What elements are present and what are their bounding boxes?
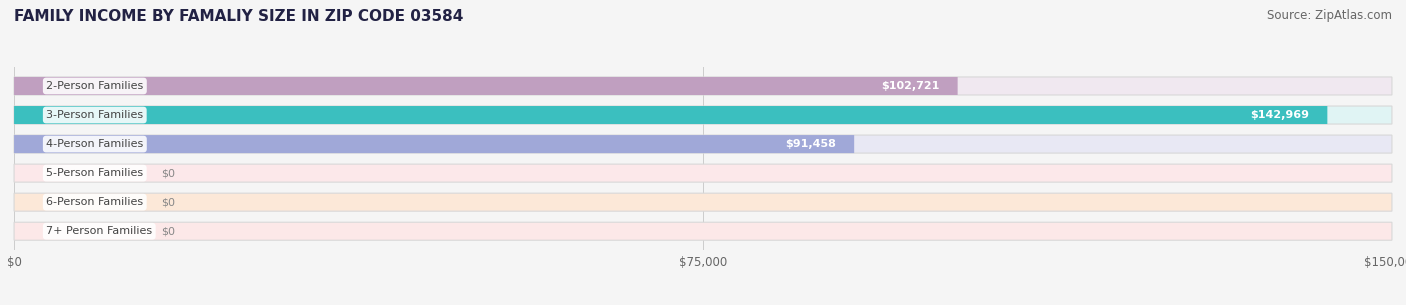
FancyBboxPatch shape xyxy=(14,135,855,153)
FancyBboxPatch shape xyxy=(14,135,1392,153)
Text: 3-Person Families: 3-Person Families xyxy=(46,110,143,120)
Text: 7+ Person Families: 7+ Person Families xyxy=(46,226,152,236)
FancyBboxPatch shape xyxy=(14,77,1392,95)
FancyBboxPatch shape xyxy=(14,222,1392,240)
Text: $0: $0 xyxy=(162,197,174,207)
Text: 6-Person Families: 6-Person Families xyxy=(46,197,143,207)
FancyBboxPatch shape xyxy=(14,77,957,95)
FancyBboxPatch shape xyxy=(14,193,1392,211)
Text: $0: $0 xyxy=(162,226,174,236)
FancyBboxPatch shape xyxy=(14,106,1392,124)
FancyBboxPatch shape xyxy=(14,106,1327,124)
Text: 4-Person Families: 4-Person Families xyxy=(46,139,143,149)
Text: 5-Person Families: 5-Person Families xyxy=(46,168,143,178)
Text: $102,721: $102,721 xyxy=(882,81,939,91)
Text: Source: ZipAtlas.com: Source: ZipAtlas.com xyxy=(1267,9,1392,22)
Text: $0: $0 xyxy=(162,168,174,178)
Text: 2-Person Families: 2-Person Families xyxy=(46,81,143,91)
Text: $91,458: $91,458 xyxy=(785,139,835,149)
Text: $142,969: $142,969 xyxy=(1250,110,1309,120)
FancyBboxPatch shape xyxy=(14,164,1392,182)
Text: FAMILY INCOME BY FAMALIY SIZE IN ZIP CODE 03584: FAMILY INCOME BY FAMALIY SIZE IN ZIP COD… xyxy=(14,9,464,24)
